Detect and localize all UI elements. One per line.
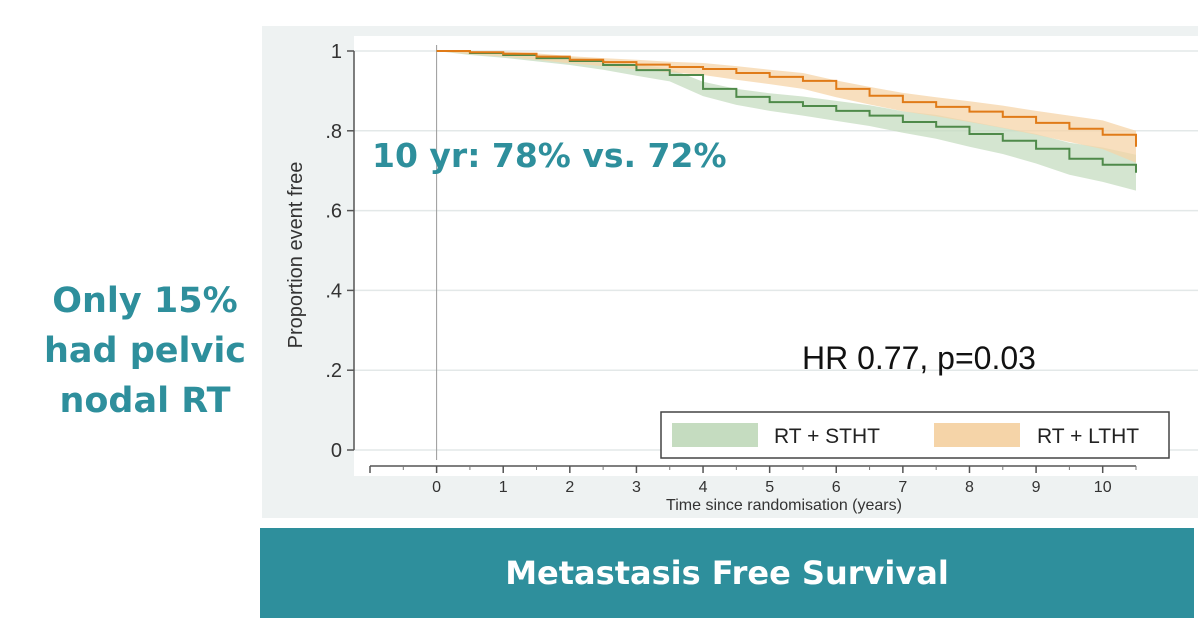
grid-layer (354, 45, 1198, 460)
x-tick-label: 5 (765, 479, 774, 496)
ten-year-annotation: 10 yr: 78% vs. 72% (372, 136, 727, 175)
survival-chart: 0.2.4.6.810 1 2 3 4 5 6 7 8 9 10 Proportion event … (285, 36, 1198, 514)
banner: Metastasis Free Survival (260, 528, 1194, 618)
side-note: Only 15% had pelvic nodal RT (30, 276, 260, 426)
x-tick-label: 6 (832, 479, 841, 496)
side-note-line: Only 15% (52, 281, 238, 321)
y-tick-label: .8 (325, 121, 342, 143)
chart-panel: 0.2.4.6.8 1 0 1 2 3 4 5 6 7 8 9 10 Proportion event … (262, 26, 1198, 518)
series-line (436, 50, 1137, 147)
y-tick-label: 0 (331, 440, 342, 462)
x-tick-label: 3 (632, 479, 641, 496)
x-tick-label: 9 (1032, 479, 1041, 496)
x-tick-label: 7 (898, 479, 907, 496)
side-note-line: nodal RT (59, 381, 231, 421)
side-note-line: had pelvic (43, 331, 247, 371)
y-tick-label: .6 (325, 201, 342, 223)
confidence-band (436, 51, 1136, 163)
x-tick-label: 2 (565, 479, 574, 496)
banner-title: Metastasis Free Survival (505, 554, 949, 592)
line-layer (436, 50, 1137, 173)
x-axis-label: Time since randomisation (years) (666, 497, 902, 514)
x-tick-label: 1 (499, 479, 508, 496)
hazard-ratio-annotation: HR 0.77, p=0.03 (802, 340, 1036, 376)
legend-label: RT + LTHT (1037, 425, 1139, 448)
axis-layer: 0.2.4.6.810 1 2 3 4 5 6 7 8 9 10 (325, 41, 1137, 496)
y-axis-label: Proportion event free (285, 162, 307, 349)
x-tick-label: 0 (432, 479, 441, 496)
legend-label: RT + STHT (774, 425, 880, 448)
y-tick-label: .2 (325, 360, 342, 382)
legend-swatch (672, 423, 758, 447)
legend: RT + STHT RT + LTHT (660, 411, 1170, 459)
y-tick-label: .4 (325, 280, 342, 302)
y-tick-label: 1 (331, 41, 342, 63)
x-tick-label: 10 (1094, 479, 1112, 496)
x-tick-label: 4 (699, 479, 708, 496)
legend-swatch (934, 423, 1020, 447)
x-tick-label: 8 (965, 479, 974, 496)
band-layer (436, 51, 1136, 191)
